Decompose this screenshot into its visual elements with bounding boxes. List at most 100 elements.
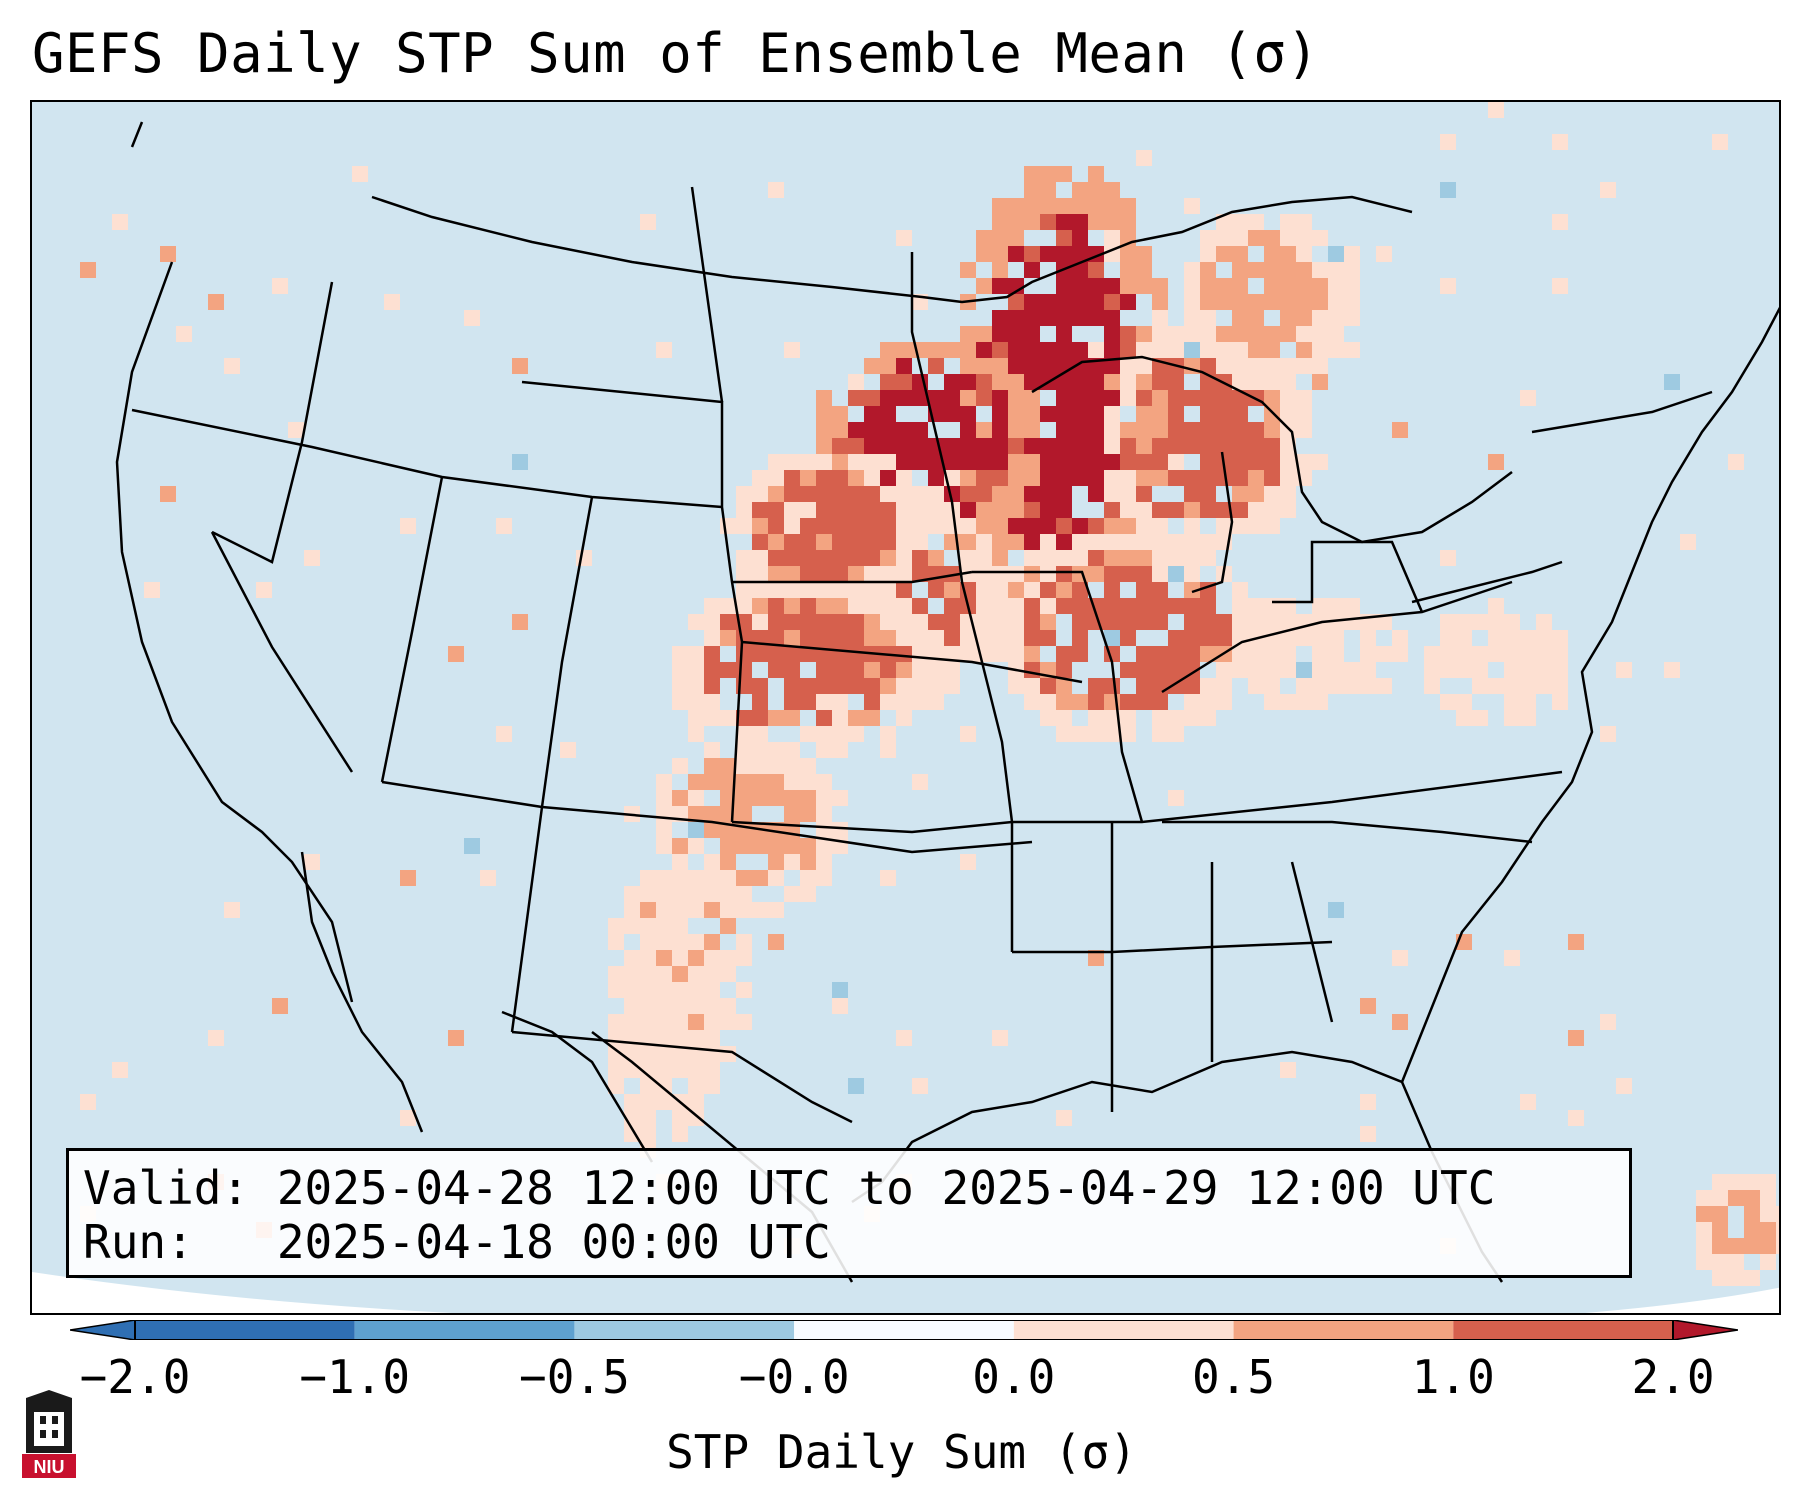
stp-cell bbox=[208, 294, 224, 310]
stp-cell bbox=[816, 582, 832, 598]
stp-cell bbox=[1344, 678, 1360, 694]
stp-cell bbox=[1168, 646, 1184, 662]
stp-cell bbox=[992, 550, 1008, 566]
stp-cell bbox=[1008, 598, 1024, 614]
stp-cell bbox=[848, 470, 864, 486]
stp-cell bbox=[1520, 630, 1536, 646]
stp-cell bbox=[1152, 326, 1168, 342]
stp-cell bbox=[1136, 278, 1152, 294]
stp-cell bbox=[1024, 694, 1040, 710]
stp-cell bbox=[1232, 518, 1248, 534]
stp-cell bbox=[736, 790, 752, 806]
stp-cell bbox=[1136, 246, 1152, 262]
stp-cell bbox=[1072, 694, 1088, 710]
stp-cell bbox=[1200, 294, 1216, 310]
stp-cell bbox=[1072, 374, 1088, 390]
stp-cell bbox=[1264, 662, 1280, 678]
stp-cell bbox=[1024, 390, 1040, 406]
stp-cell bbox=[1200, 278, 1216, 294]
stp-cell bbox=[1072, 614, 1088, 630]
stp-cell bbox=[832, 630, 848, 646]
stp-cell bbox=[784, 710, 800, 726]
stp-cell bbox=[608, 1046, 624, 1062]
stp-cell bbox=[640, 1062, 656, 1078]
stp-cell bbox=[704, 902, 720, 918]
stp-cell bbox=[880, 598, 896, 614]
stp-cell bbox=[848, 518, 864, 534]
stp-cell bbox=[640, 950, 656, 966]
stp-cell bbox=[1024, 358, 1040, 374]
stp-cell bbox=[112, 1062, 128, 1078]
stp-cell bbox=[992, 358, 1008, 374]
stp-cell bbox=[944, 342, 960, 358]
stp-cell bbox=[1040, 358, 1056, 374]
stp-cell bbox=[832, 662, 848, 678]
stp-cell bbox=[1744, 1270, 1760, 1286]
stp-cell bbox=[1296, 294, 1312, 310]
stp-cell bbox=[1760, 1238, 1776, 1254]
stp-cell bbox=[944, 566, 960, 582]
stp-cell bbox=[1744, 1174, 1760, 1190]
stp-cell bbox=[1200, 438, 1216, 454]
stp-cell bbox=[768, 742, 784, 758]
stp-cell bbox=[1504, 630, 1520, 646]
stp-cell bbox=[1024, 502, 1040, 518]
stp-cell bbox=[848, 422, 864, 438]
stp-cell bbox=[1184, 614, 1200, 630]
stp-cell bbox=[1216, 358, 1232, 374]
stp-cell bbox=[1056, 438, 1072, 454]
stp-cell bbox=[1104, 230, 1120, 246]
stp-cell bbox=[944, 646, 960, 662]
stp-cell bbox=[688, 934, 704, 950]
stp-cell bbox=[688, 662, 704, 678]
niu-logo: NIU bbox=[22, 1390, 76, 1478]
stp-cell bbox=[704, 598, 720, 614]
stp-cell bbox=[928, 678, 944, 694]
stp-cell bbox=[1168, 342, 1184, 358]
stp-cell bbox=[672, 1014, 688, 1030]
stp-cell bbox=[1008, 518, 1024, 534]
stp-cell bbox=[1184, 630, 1200, 646]
stp-cell bbox=[1280, 438, 1296, 454]
stp-cell bbox=[688, 1062, 704, 1078]
stp-cell bbox=[784, 662, 800, 678]
stp-cell bbox=[1104, 390, 1120, 406]
stp-cell bbox=[848, 710, 864, 726]
stp-cell bbox=[1008, 214, 1024, 230]
stp-cell bbox=[1184, 662, 1200, 678]
stp-cell bbox=[1104, 438, 1120, 454]
stp-cell bbox=[1056, 246, 1072, 262]
valid-time-text: Valid: 2025-04-28 12:00 UTC to 2025-04-2… bbox=[83, 1161, 1496, 1215]
stp-cell bbox=[1088, 374, 1104, 390]
stp-cell bbox=[1136, 342, 1152, 358]
stp-cell bbox=[1136, 390, 1152, 406]
stp-cell bbox=[704, 1046, 720, 1062]
stp-cell bbox=[1056, 422, 1072, 438]
stp-cell bbox=[864, 390, 880, 406]
stp-cell bbox=[1248, 342, 1264, 358]
stp-cell bbox=[736, 886, 752, 902]
stp-cell bbox=[1136, 582, 1152, 598]
stp-cell bbox=[144, 582, 160, 598]
stp-cell bbox=[816, 678, 832, 694]
stp-cell bbox=[1200, 406, 1216, 422]
stp-cell bbox=[1072, 310, 1088, 326]
stp-cell bbox=[1056, 326, 1072, 342]
stp-cell bbox=[960, 566, 976, 582]
stp-cell bbox=[688, 1030, 704, 1046]
stp-cell bbox=[912, 694, 928, 710]
stp-cell bbox=[1344, 278, 1360, 294]
stp-cell bbox=[1184, 566, 1200, 582]
stp-cell bbox=[1104, 534, 1120, 550]
stp-cell bbox=[1264, 694, 1280, 710]
stp-cell bbox=[1616, 662, 1632, 678]
stp-cell bbox=[976, 246, 992, 262]
stp-cell bbox=[1248, 374, 1264, 390]
stp-cell bbox=[912, 598, 928, 614]
stp-cell bbox=[1264, 470, 1280, 486]
stp-cell bbox=[1040, 598, 1056, 614]
stp-cell bbox=[656, 1014, 672, 1030]
stp-cell bbox=[1088, 438, 1104, 454]
stp-cell bbox=[752, 486, 768, 502]
stp-cell bbox=[912, 486, 928, 502]
